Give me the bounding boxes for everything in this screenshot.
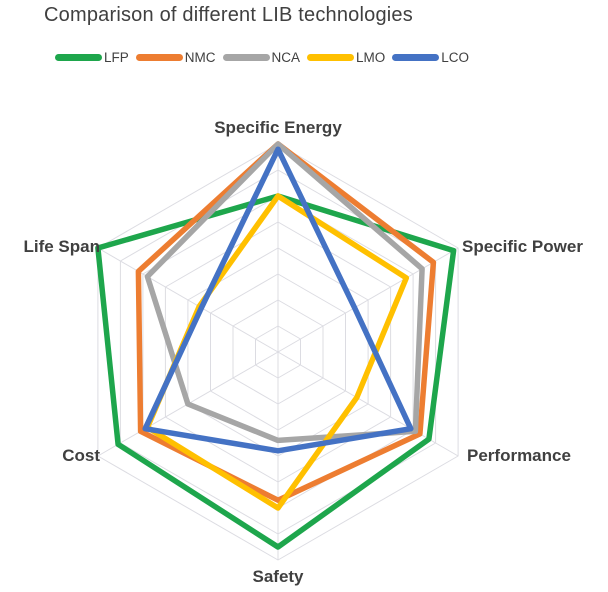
chart-title: Comparison of different LIB technologies bbox=[44, 4, 413, 26]
axis-spoke bbox=[277, 247, 459, 353]
legend-item-lmo: LMO bbox=[307, 50, 385, 65]
series-lco bbox=[142, 146, 414, 454]
legend-swatch-nmc bbox=[135, 54, 183, 61]
legend-label: LCO bbox=[441, 50, 470, 65]
axis-label-cost: Cost bbox=[62, 446, 100, 465]
series-nmc bbox=[135, 141, 437, 503]
series-lfp bbox=[95, 193, 457, 550]
legend-item-nmc: NMC bbox=[135, 50, 216, 65]
legend-label: LMO bbox=[356, 50, 386, 65]
legend-swatch-lmo bbox=[307, 54, 355, 61]
axis-spoke bbox=[97, 247, 279, 353]
legend-label: NCA bbox=[271, 50, 301, 65]
axis-label-life-span: Life Span bbox=[23, 237, 100, 256]
legend-swatch-nca bbox=[222, 54, 270, 61]
legend-item-lfp: LFP bbox=[55, 50, 129, 65]
legend-label: NMC bbox=[184, 50, 216, 65]
series-nca bbox=[144, 141, 425, 444]
legend-label: LFP bbox=[104, 50, 129, 65]
axis-label-performance: Performance bbox=[467, 446, 571, 465]
legend-item-nca: NCA bbox=[222, 50, 301, 65]
legend-item-lco: LCO bbox=[392, 50, 469, 65]
legend-swatch-lfp bbox=[55, 54, 102, 61]
legend-swatch-lco bbox=[392, 54, 440, 61]
axis-label-safety: Safety bbox=[252, 567, 304, 586]
axis-label-specific-power: Specific Power bbox=[462, 237, 583, 256]
legend: LFP NMC NCA LMO LCO bbox=[55, 50, 469, 65]
axis-label-specific-energy: Specific Energy bbox=[214, 118, 342, 137]
